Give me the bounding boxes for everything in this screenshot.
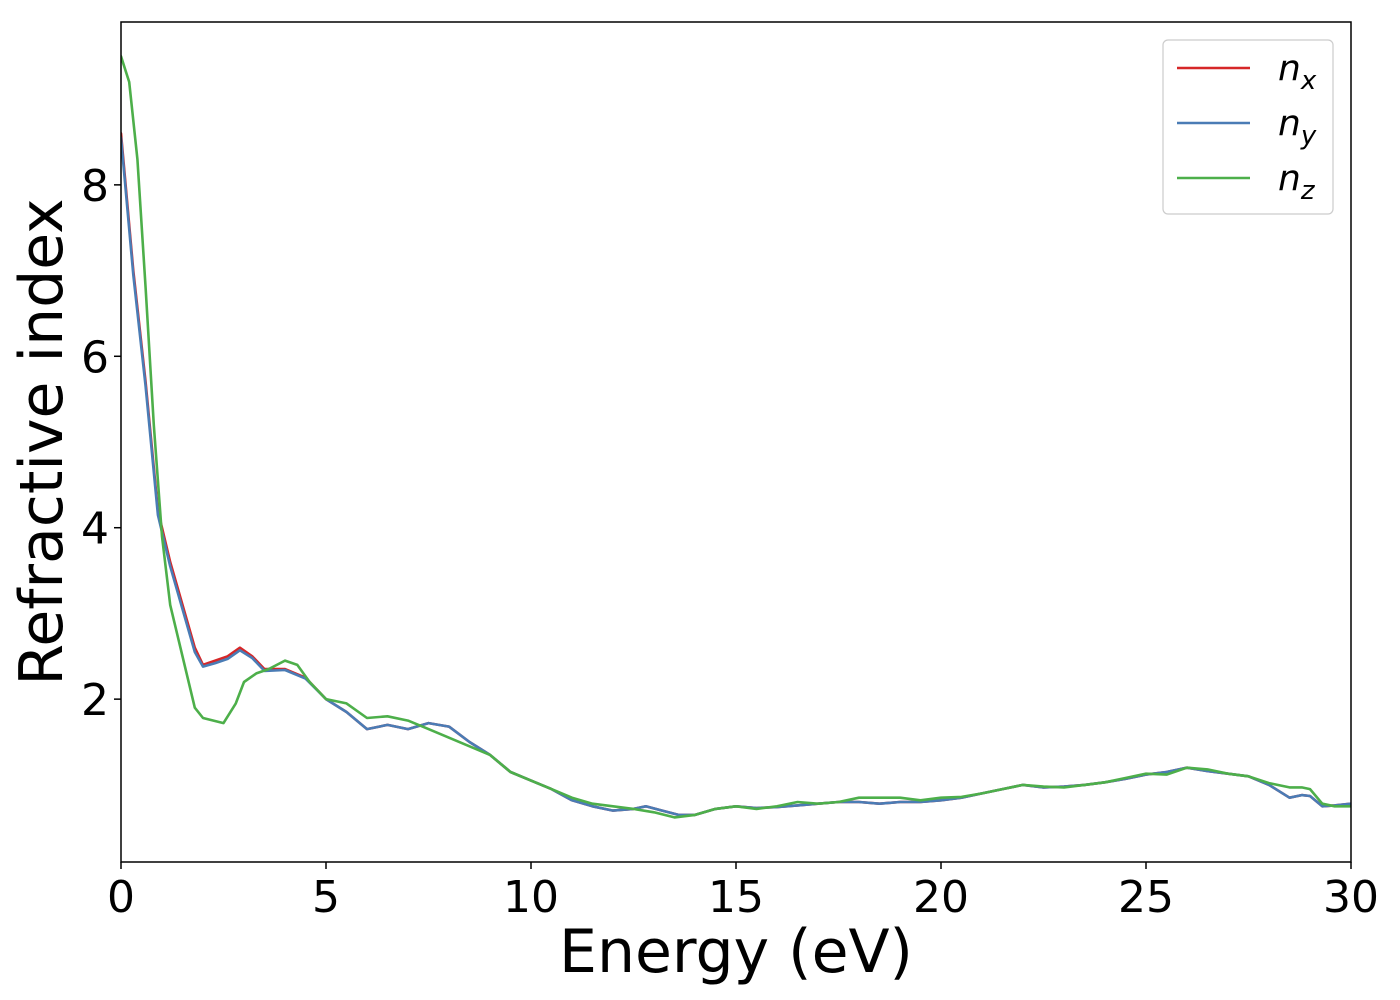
series-lines	[121, 54, 1351, 819]
x-axis-ticks: 0 5 10 15 20 25 30	[107, 862, 1379, 923]
y-tick-label: 6	[81, 332, 109, 383]
y-tick-label: 8	[81, 161, 109, 212]
legend-label-z: nz	[1278, 158, 1316, 206]
x-tick-label: 30	[1323, 872, 1379, 923]
series-line-z	[121, 54, 1351, 819]
x-tick-label: 5	[312, 872, 340, 923]
legend-box	[1162, 39, 1334, 215]
x-tick-label: 25	[1118, 872, 1174, 923]
y-axis-ticks: 2 4 6 8	[81, 161, 121, 726]
x-tick-label: 15	[708, 872, 764, 923]
legend: nx ny nz	[1162, 39, 1334, 215]
x-axis-label: Energy (eV)	[559, 917, 913, 987]
y-tick-label: 4	[81, 504, 109, 555]
x-tick-label: 20	[913, 872, 969, 923]
x-tick-label: 0	[107, 872, 135, 923]
x-tick-label: 10	[503, 872, 559, 923]
legend-label-x: nx	[1278, 48, 1317, 96]
legend-label-y: ny	[1278, 103, 1317, 151]
y-tick-label: 2	[81, 675, 109, 726]
y-axis-label: Refractive index	[7, 198, 77, 685]
